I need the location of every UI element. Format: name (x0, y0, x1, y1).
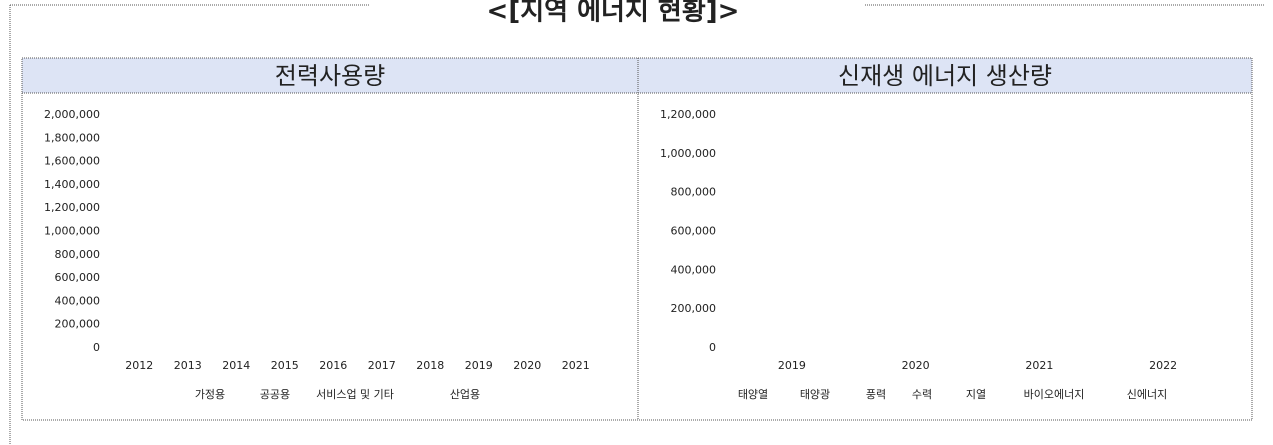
legend-entry: 태양열 (738, 388, 768, 401)
y-tick-label: 800,000 (671, 186, 717, 199)
y-tick-label: 800,000 (55, 248, 101, 261)
y-tick-label: 1,000,000 (660, 147, 716, 160)
y-tick-label: 1,200,000 (44, 201, 100, 214)
x-tick-label: 2020 (902, 359, 930, 372)
chart-box (21, 57, 1253, 421)
x-tick-label: 2020 (513, 359, 541, 372)
y-tick-label: 0 (709, 341, 716, 354)
legend-entry: 수력 (912, 388, 932, 401)
y-tick-label: 1,800,000 (44, 131, 100, 144)
y-tick-label: 400,000 (55, 294, 101, 307)
y-tick-label: 200,000 (671, 302, 717, 315)
x-tick-label: 2016 (319, 359, 347, 372)
x-tick-label: 2012 (125, 359, 153, 372)
legend-entry: 지열 (966, 388, 986, 401)
y-tick-label: 1,400,000 (44, 178, 100, 191)
legend-entry: 공공용 (260, 388, 290, 401)
y-tick-label: 1,000,000 (44, 225, 100, 238)
x-tick-label: 2019 (465, 359, 493, 372)
y-tick-label: 400,000 (671, 263, 717, 276)
x-tick-label: 2014 (222, 359, 250, 372)
x-tick-label: 2013 (174, 359, 202, 372)
page-title: <[지역 에너지 현황]> (487, 0, 740, 27)
x-tick-label: 2021 (562, 359, 590, 372)
header-band (21, 57, 1253, 94)
x-tick-label: 2022 (1149, 359, 1177, 372)
legend-entry: 태양광 (800, 388, 830, 401)
chart-title: 전력사용량 (275, 62, 385, 90)
legend-entry: 풍력 (866, 388, 886, 401)
legend-entry: 신에너지 (1127, 388, 1167, 401)
y-tick-label: 1,200,000 (660, 108, 716, 121)
legend-entry: 바이오에너지 (1024, 388, 1085, 401)
x-tick-label: 2015 (271, 359, 299, 372)
x-tick-label: 2018 (416, 359, 444, 372)
x-tick-label: 2017 (368, 359, 396, 372)
y-tick-label: 600,000 (671, 225, 717, 238)
y-tick-label: 1,600,000 (44, 155, 100, 168)
legend-entry: 산업용 (450, 388, 480, 401)
x-tick-label: 2019 (778, 359, 806, 372)
y-tick-label: 200,000 (55, 318, 101, 331)
y-tick-label: 600,000 (55, 271, 101, 284)
legend-entry: 서비스업 및 기타 (316, 388, 394, 401)
chart-title: 신재생 에너지 생산량 (838, 62, 1052, 90)
y-tick-label: 0 (93, 341, 100, 354)
x-tick-label: 2021 (1025, 359, 1053, 372)
legend-entry: 가정용 (195, 388, 225, 401)
y-tick-label: 2,000,000 (44, 108, 100, 121)
